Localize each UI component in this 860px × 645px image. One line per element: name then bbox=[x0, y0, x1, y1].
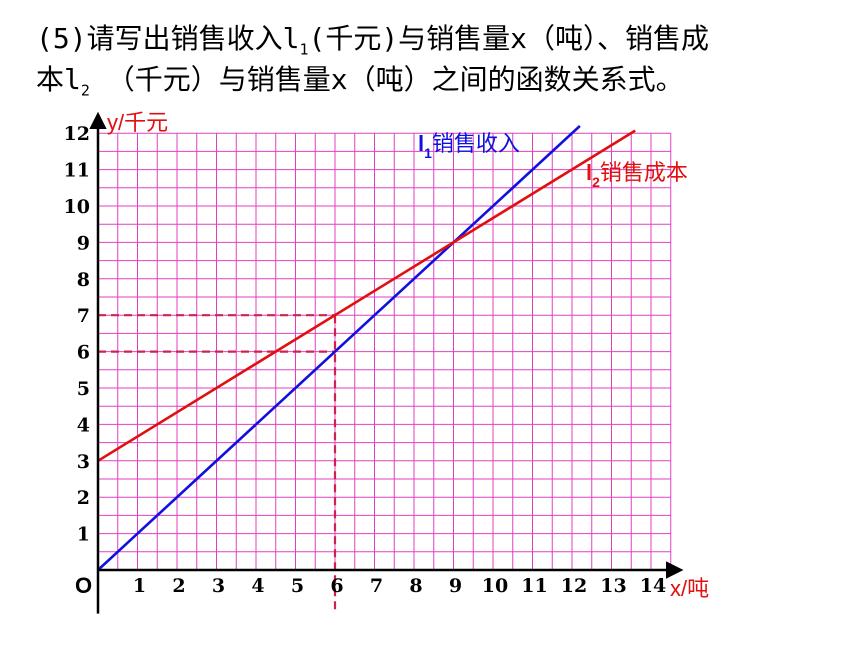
x-tick-label: 14 bbox=[640, 575, 666, 597]
question-line-2-post: （千元）与销售量x（吨）之间的函数关系式。 bbox=[89, 63, 684, 96]
series-line-1 bbox=[97, 124, 581, 571]
y-tick-label: 5 bbox=[77, 378, 90, 400]
dashed-guides bbox=[98, 314, 337, 614]
series-lines bbox=[97, 124, 636, 571]
x-tick-label: 1 bbox=[133, 575, 146, 597]
x-axis-label: x/吨 bbox=[670, 576, 709, 601]
series-label-1: l1销售收入 bbox=[418, 131, 520, 161]
y-tick-label: 2 bbox=[77, 487, 90, 509]
y-tick-label: 8 bbox=[77, 269, 90, 291]
x-tick-label: 4 bbox=[251, 575, 264, 597]
question-line-2-sub: 2 bbox=[80, 81, 90, 100]
x-tick-label: 3 bbox=[212, 575, 225, 597]
y-tick-label: 4 bbox=[77, 414, 90, 436]
y-axis-label: y/千元 bbox=[107, 110, 168, 135]
x-tick-label: 7 bbox=[370, 575, 383, 597]
grid bbox=[98, 132, 672, 570]
question-line-1-sub: 1 bbox=[299, 40, 309, 59]
question-line-2-pre: 本l bbox=[36, 63, 81, 96]
tick-labels: 1 2 3 4 5 6 7 8 9 10 11 12 13 14123456789101112Oy/千元x… bbox=[64, 110, 710, 601]
x-tick-label: 12 bbox=[561, 575, 587, 597]
axes bbox=[89, 111, 684, 614]
x-tick-label: 5 bbox=[291, 575, 304, 597]
x-tick-label: 8 bbox=[409, 575, 422, 597]
question-line-1: (5)请写出销售收入l1(千元)与销售量x（吨）、销售成 bbox=[36, 25, 709, 58]
x-tick-label: 13 bbox=[600, 575, 626, 597]
series-label-2: l2销售成本 bbox=[586, 160, 688, 190]
series-labels: l1销售收入 l2销售成本 bbox=[418, 131, 688, 190]
x-tick-label: 11 bbox=[521, 575, 547, 597]
y-tick-label: 6 bbox=[77, 342, 90, 364]
x-tick-label: 6 bbox=[330, 575, 343, 597]
y-tick-label: 12 bbox=[64, 123, 90, 145]
x-tick-label: 2 bbox=[172, 575, 185, 597]
y-tick-label: 11 bbox=[64, 160, 90, 182]
y-tick-label: 7 bbox=[77, 305, 90, 327]
y-tick-label: 3 bbox=[77, 451, 90, 473]
y-tick-label: 9 bbox=[77, 232, 90, 254]
question-line-1-post: (千元)与销售量x（吨）、销售成 bbox=[308, 22, 710, 55]
origin-label: O bbox=[75, 573, 92, 598]
series-line-2 bbox=[97, 129, 636, 462]
y-tick-label: 10 bbox=[64, 196, 90, 218]
x-tick-label: 9 bbox=[449, 575, 462, 597]
question-line-1-pre: (5)请写出销售收入l bbox=[36, 22, 300, 55]
x-tick-label: 10 bbox=[482, 575, 508, 597]
question-line-2: 本l2 （千元）与销售量x（吨）之间的函数关系式。 bbox=[36, 66, 684, 99]
y-tick-label: 1 bbox=[77, 524, 90, 546]
